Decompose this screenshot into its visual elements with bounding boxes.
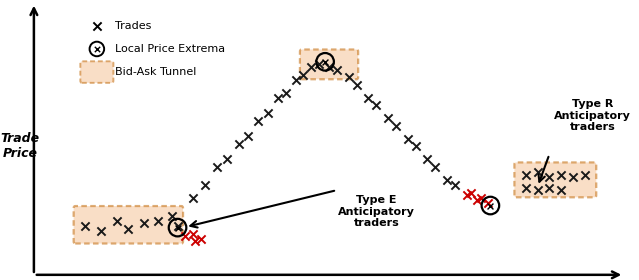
Point bbox=[450, 183, 460, 187]
Point bbox=[556, 172, 566, 177]
Point bbox=[306, 65, 316, 69]
Point bbox=[544, 175, 555, 179]
FancyBboxPatch shape bbox=[73, 206, 183, 244]
Point bbox=[212, 165, 222, 169]
Point bbox=[383, 116, 393, 120]
Point bbox=[298, 73, 309, 77]
Point bbox=[568, 175, 578, 179]
Point bbox=[188, 196, 198, 200]
Point bbox=[139, 221, 149, 226]
Point bbox=[111, 219, 121, 223]
Point bbox=[167, 214, 177, 218]
Point bbox=[320, 60, 330, 64]
Point bbox=[320, 60, 330, 64]
Point bbox=[521, 172, 531, 177]
Point bbox=[410, 144, 420, 149]
Text: Type R
Anticipatory
traders: Type R Anticipatory traders bbox=[554, 99, 631, 132]
Point bbox=[273, 95, 283, 100]
Text: Trades: Trades bbox=[114, 21, 151, 31]
Point bbox=[344, 75, 354, 80]
Point bbox=[291, 78, 301, 82]
Point bbox=[461, 193, 472, 197]
FancyBboxPatch shape bbox=[300, 50, 358, 79]
Point bbox=[332, 67, 342, 72]
Point bbox=[188, 232, 198, 236]
Point bbox=[173, 225, 183, 230]
Point bbox=[472, 198, 482, 203]
Point bbox=[371, 103, 381, 108]
Point bbox=[466, 190, 476, 195]
Point bbox=[222, 157, 232, 162]
Point bbox=[196, 237, 206, 241]
Point bbox=[153, 219, 163, 223]
Point bbox=[485, 203, 495, 208]
Point bbox=[314, 62, 325, 67]
Text: Type E
Anticipatory
traders: Type E Anticipatory traders bbox=[338, 195, 415, 228]
Point bbox=[243, 134, 254, 139]
Point bbox=[200, 183, 210, 187]
Point bbox=[92, 47, 102, 51]
Point bbox=[544, 185, 555, 190]
Point bbox=[180, 234, 190, 239]
Point bbox=[281, 90, 291, 95]
Point bbox=[475, 196, 486, 200]
Point bbox=[556, 188, 566, 192]
Point bbox=[403, 137, 413, 141]
Point bbox=[96, 229, 106, 234]
Text: Trade
Price: Trade Price bbox=[1, 132, 40, 160]
Point bbox=[233, 142, 243, 146]
Point bbox=[173, 225, 183, 230]
Point bbox=[430, 165, 440, 169]
Point bbox=[92, 47, 102, 51]
FancyBboxPatch shape bbox=[514, 162, 596, 197]
Point bbox=[532, 188, 543, 192]
Point bbox=[580, 172, 590, 177]
Point bbox=[485, 203, 495, 208]
Point bbox=[351, 83, 362, 87]
Point bbox=[173, 224, 183, 228]
Point bbox=[521, 185, 531, 190]
Point bbox=[253, 119, 263, 123]
Point bbox=[190, 239, 201, 244]
Point bbox=[483, 201, 493, 205]
Text: Local Price Extrema: Local Price Extrema bbox=[114, 44, 225, 54]
Point bbox=[364, 95, 374, 100]
Point bbox=[442, 178, 452, 182]
Point bbox=[263, 111, 273, 115]
Point bbox=[391, 124, 401, 128]
Point bbox=[422, 157, 433, 162]
FancyBboxPatch shape bbox=[81, 61, 113, 83]
Point bbox=[92, 24, 102, 28]
Point bbox=[123, 227, 134, 231]
Point bbox=[532, 170, 543, 174]
Point bbox=[80, 224, 90, 228]
Point bbox=[324, 65, 334, 69]
Text: Bid-Ask Tunnel: Bid-Ask Tunnel bbox=[114, 67, 196, 77]
